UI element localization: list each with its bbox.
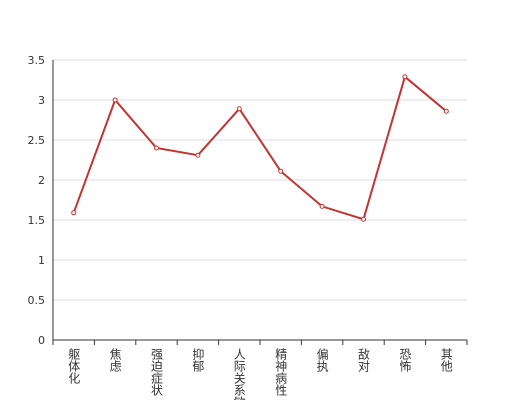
x-tick-label: 敌对 [357,347,371,372]
y-tick-label: 2.5 [28,134,46,147]
y-tick-label: 1 [38,254,45,267]
line-series [72,75,447,221]
point [236,106,242,112]
y-tick-label: 0.5 [28,294,46,307]
y-tick-label: 3.5 [28,54,46,67]
x-tick-label: 抑郁 [191,347,205,373]
point [195,152,201,158]
x-tick-label: 恐怖 [398,348,412,372]
y-tick-label: 2 [38,174,45,187]
y-tick-label: 1.5 [28,214,46,227]
x-tick-label: 焦虑 [108,348,122,372]
point [71,210,77,216]
point [278,168,284,174]
point [319,203,325,209]
y-tick-label: 3 [38,94,45,107]
y-tick-label: 0 [38,334,45,347]
point [443,108,449,114]
point [361,216,366,222]
x-tick-label: 偏执 [315,347,329,373]
x-tick-label: 躯体化 [67,347,81,385]
x-tick-label: 人际关系敏感 [232,348,246,400]
x-tick-label: 强迫症状 [150,348,164,396]
point [154,145,159,151]
point [112,97,118,103]
point [402,74,408,80]
x-tick-label: 其他 [439,348,453,372]
x-tick-label: 精神病性 [274,348,288,397]
